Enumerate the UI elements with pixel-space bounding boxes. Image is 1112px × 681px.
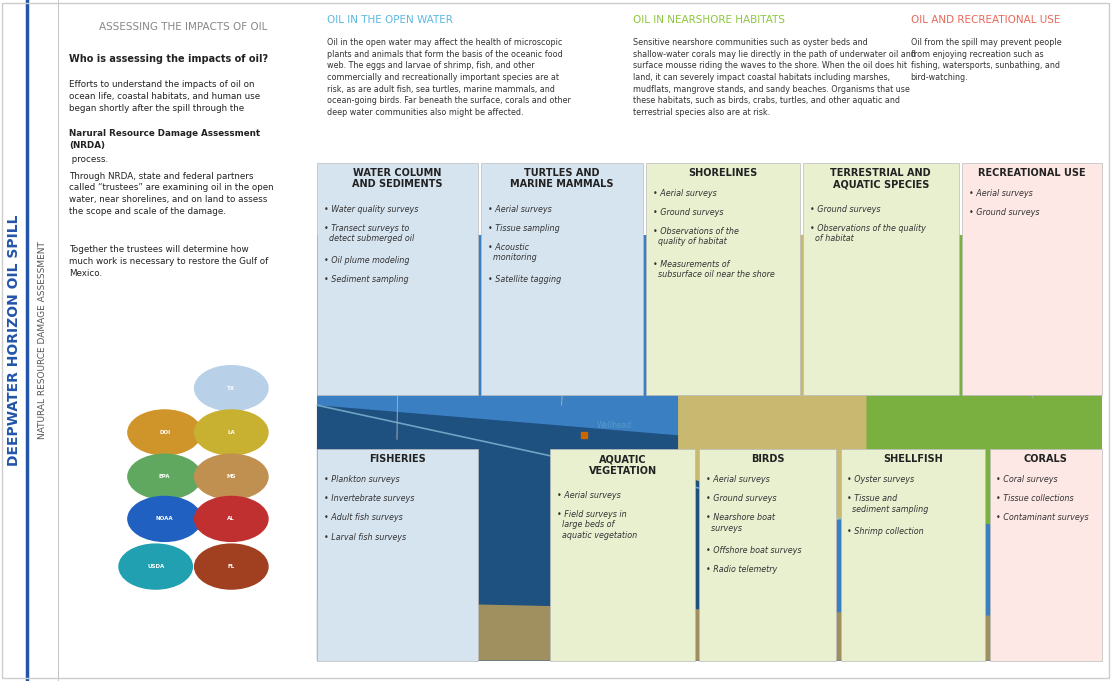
Text: • Coral surveys: • Coral surveys xyxy=(996,475,1058,484)
Text: LA: LA xyxy=(228,430,235,435)
FancyBboxPatch shape xyxy=(317,235,1102,661)
Text: TURTLES AND
MARINE MAMMALS: TURTLES AND MARINE MAMMALS xyxy=(510,168,614,189)
Text: Sensitive nearshore communities such as oyster beds and
shallow-water corals may: Sensitive nearshore communities such as … xyxy=(633,38,915,117)
Text: Wellhead: Wellhead xyxy=(597,421,633,430)
Text: SHELLFISH: SHELLFISH xyxy=(883,454,943,464)
Text: • Invertebrate surveys: • Invertebrate surveys xyxy=(324,494,414,503)
Text: TX: TX xyxy=(227,385,236,391)
Text: • Satellite tagging: • Satellite tagging xyxy=(488,275,562,285)
Text: • Contaminant surveys: • Contaminant surveys xyxy=(996,513,1089,522)
Circle shape xyxy=(119,544,192,589)
Text: • Ground surveys: • Ground surveys xyxy=(653,208,723,217)
Text: WATER COLUMN
AND SEDIMENTS: WATER COLUMN AND SEDIMENTS xyxy=(353,168,443,189)
Text: • Offshore boat surveys: • Offshore boat surveys xyxy=(706,546,802,555)
Text: • Larval fish surveys: • Larval fish surveys xyxy=(324,533,406,541)
Text: • Water quality surveys: • Water quality surveys xyxy=(324,204,418,214)
Text: • Measurements of
  subsurface oil near the shore: • Measurements of subsurface oil near th… xyxy=(653,259,774,279)
Circle shape xyxy=(195,454,268,499)
FancyBboxPatch shape xyxy=(962,163,1102,394)
Text: DEEPWATER HORIZON OIL SPILL: DEEPWATER HORIZON OIL SPILL xyxy=(8,215,21,466)
Text: Oil from the spill may prevent people
from enjoying recreation such as
fishing, : Oil from the spill may prevent people fr… xyxy=(911,38,1061,82)
Text: NOAA: NOAA xyxy=(156,516,173,522)
Text: • Sediment sampling: • Sediment sampling xyxy=(324,275,408,285)
Text: • Plankton surveys: • Plankton surveys xyxy=(324,475,399,484)
Text: • Observations of the
  quality of habitat: • Observations of the quality of habitat xyxy=(653,227,738,247)
Text: • Acoustic
  monitoring: • Acoustic monitoring xyxy=(488,242,537,262)
Text: • Adult fish surveys: • Adult fish surveys xyxy=(324,513,403,522)
FancyBboxPatch shape xyxy=(0,0,309,681)
Text: Oil in the open water may affect the health of microscopic
plants and animals th: Oil in the open water may affect the hea… xyxy=(327,38,570,117)
Text: MS: MS xyxy=(227,474,236,479)
FancyBboxPatch shape xyxy=(803,163,959,394)
Text: • Field surveys in
  large beds of
  aquatic vegetation: • Field surveys in large beds of aquatic… xyxy=(557,510,637,540)
Text: Who is assessing the impacts of oil?: Who is assessing the impacts of oil? xyxy=(69,54,268,65)
Text: • Aerial surveys: • Aerial surveys xyxy=(488,204,552,214)
Text: DOI: DOI xyxy=(159,430,170,435)
Circle shape xyxy=(128,410,201,455)
FancyBboxPatch shape xyxy=(317,449,478,661)
Text: • Nearshore boat
  surveys: • Nearshore boat surveys xyxy=(706,513,775,533)
Polygon shape xyxy=(317,405,725,661)
Text: • Radio telemetry: • Radio telemetry xyxy=(706,565,777,574)
Text: ASSESSING THE IMPACTS OF OIL: ASSESSING THE IMPACTS OF OIL xyxy=(99,22,268,32)
FancyBboxPatch shape xyxy=(699,449,836,661)
Text: • Tissue sampling: • Tissue sampling xyxy=(488,223,560,233)
Text: • Tissue and
  sediment sampling: • Tissue and sediment sampling xyxy=(847,494,929,513)
Polygon shape xyxy=(678,235,866,524)
Text: • Transect surveys to
  detect submerged oil: • Transect surveys to detect submerged o… xyxy=(324,223,414,243)
Text: Narural Resource Damage Assessment
(NRDA): Narural Resource Damage Assessment (NRDA… xyxy=(69,129,260,151)
Text: FL: FL xyxy=(228,564,235,569)
Text: • Ground surveys: • Ground surveys xyxy=(969,208,1039,217)
Text: TERRESTRIAL AND
AQUATIC SPECIES: TERRESTRIAL AND AQUATIC SPECIES xyxy=(831,168,931,189)
Text: • Ground surveys: • Ground surveys xyxy=(706,494,776,503)
Circle shape xyxy=(195,496,268,541)
Text: • Observations of the quality
  of habitat: • Observations of the quality of habitat xyxy=(810,223,925,243)
Circle shape xyxy=(195,544,268,589)
Text: • Aerial surveys: • Aerial surveys xyxy=(969,189,1032,198)
Text: USDA: USDA xyxy=(147,564,165,569)
Polygon shape xyxy=(317,601,1102,661)
Text: AL: AL xyxy=(228,516,235,522)
Text: EPA: EPA xyxy=(159,474,170,479)
Text: NATURAL RESOURCE DAMAGE ASSESSMENT: NATURAL RESOURCE DAMAGE ASSESSMENT xyxy=(38,242,47,439)
Text: process.: process. xyxy=(69,155,108,164)
Text: • Aerial surveys: • Aerial surveys xyxy=(653,189,716,198)
Text: • Aerial surveys: • Aerial surveys xyxy=(706,475,770,484)
FancyBboxPatch shape xyxy=(990,449,1102,661)
Text: Together the trustees will determine how
much work is necessary to restore the G: Together the trustees will determine how… xyxy=(69,245,268,278)
Text: OIL IN THE OPEN WATER: OIL IN THE OPEN WATER xyxy=(327,15,453,25)
FancyBboxPatch shape xyxy=(481,163,643,394)
Text: SHORELINES: SHORELINES xyxy=(688,168,757,178)
Text: • Aerial surveys: • Aerial surveys xyxy=(557,491,620,500)
Circle shape xyxy=(128,454,201,499)
Circle shape xyxy=(195,410,268,455)
Circle shape xyxy=(128,496,201,541)
FancyBboxPatch shape xyxy=(841,449,985,661)
Text: FISHERIES: FISHERIES xyxy=(369,454,426,464)
Polygon shape xyxy=(709,235,1102,541)
Text: BIRDS: BIRDS xyxy=(751,454,785,464)
Text: Through NRDA, state and federal partners
called “trustees” are examining oil in : Through NRDA, state and federal partners… xyxy=(69,172,274,216)
Text: • Tissue collections: • Tissue collections xyxy=(996,494,1074,503)
Text: RECREATIONAL USE: RECREATIONAL USE xyxy=(979,168,1085,178)
FancyBboxPatch shape xyxy=(550,449,695,661)
Text: • Oil plume modeling: • Oil plume modeling xyxy=(324,256,409,266)
Text: OIL AND RECREATIONAL USE: OIL AND RECREATIONAL USE xyxy=(911,15,1060,25)
Text: AQUATIC
VEGETATION: AQUATIC VEGETATION xyxy=(588,454,657,476)
FancyBboxPatch shape xyxy=(646,163,800,394)
FancyBboxPatch shape xyxy=(317,163,478,394)
Text: CORALS: CORALS xyxy=(1024,454,1068,464)
Circle shape xyxy=(195,366,268,411)
Text: • Ground surveys: • Ground surveys xyxy=(810,204,880,214)
Text: • Shrimp collection: • Shrimp collection xyxy=(847,527,924,536)
Text: Efforts to understand the impacts of oil on
ocean life, coastal habitats, and hu: Efforts to understand the impacts of oil… xyxy=(69,80,260,113)
Text: OIL IN NEARSHORE HABITATS: OIL IN NEARSHORE HABITATS xyxy=(633,15,785,25)
Text: • Oyster surveys: • Oyster surveys xyxy=(847,475,914,484)
